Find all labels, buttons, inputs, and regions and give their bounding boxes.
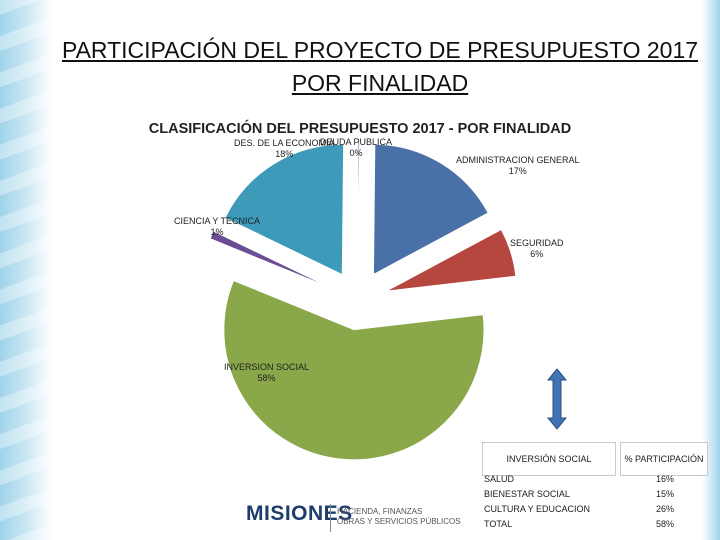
chart-title: CLASIFICACIÓN DEL PRESUPUESTO 2017 - POR… — [148, 121, 572, 137]
label-administracion-general: ADMINISTRACION GENERAL 17% — [456, 155, 580, 177]
table-cell-label: TOTAL — [484, 519, 513, 529]
table-header-inversion-social: INVERSIÓN SOCIAL — [482, 442, 616, 476]
label-seguridad-value: 6% — [530, 249, 544, 259]
label-administracion-general-value: 17% — [508, 166, 527, 176]
label-deuda-publica: DEUDA PUBLICA 0% — [320, 137, 392, 159]
label-inversion-social: INVERSION SOCIAL 58% — [224, 362, 309, 384]
label-deuda-publica-value: 0% — [349, 148, 363, 158]
misiones-logo: MISIONES — [246, 502, 353, 525]
logo-divider — [330, 504, 331, 532]
double-arrow-vertical-icon — [546, 368, 568, 430]
label-deuda-publica-name: DEUDA PUBLICA — [320, 137, 393, 147]
pie-slice-inversion-social — [223, 280, 485, 461]
label-des-de-la-economia-value: 18% — [275, 149, 294, 159]
table-cell-label: BIENESTAR SOCIAL — [484, 489, 570, 499]
slide-title-line-2: POR FINALIDAD — [291, 70, 469, 96]
pie-slice-deuda-publica — [357, 139, 360, 271]
table-row: CULTURA Y EDUCACION 26% — [484, 504, 704, 519]
table-cell-label: CULTURA Y EDUCACION — [484, 504, 591, 514]
slide-title-line-1: PARTICIPACIÓN DEL PROYECTO DE PRESUPUEST… — [61, 37, 699, 63]
logo-subtitle: HACIENDA, FINANZAS OBRAS Y SERVICIOS PÚB… — [337, 507, 461, 527]
label-inversion-social-value: 58% — [257, 373, 276, 383]
right-decoration — [702, 0, 720, 540]
pie-slice-seguridad — [386, 229, 517, 292]
label-seguridad-name: SEGURIDAD — [510, 238, 564, 248]
table-cell-label: SALUD — [484, 474, 515, 484]
label-des-de-la-economia: DES. DE LA ECONOMIA 18% — [234, 138, 335, 160]
label-administracion-general-name: ADMINISTRACION GENERAL — [456, 155, 580, 165]
table-row: TOTAL 58% — [484, 519, 704, 534]
table-row: SALUD 16% — [484, 474, 704, 489]
logo-subtitle-line-2: OBRAS Y SERVICIOS PÚBLICOS — [337, 517, 461, 526]
pie-slice-administracion-general — [373, 143, 489, 276]
table-cell-value: 26% — [655, 504, 674, 514]
inversion-social-table: INVERSIÓN SOCIAL % PARTICIPACIÓN SALUD 1… — [480, 440, 708, 540]
table-row: BIENESTAR SOCIAL 15% — [484, 489, 704, 504]
label-des-de-la-economia-name: DES. DE LA ECONOMIA — [234, 138, 335, 148]
label-inversion-social-name: INVERSION SOCIAL — [224, 362, 310, 372]
table-header-participacion: % PARTICIPACIÓN — [620, 442, 708, 476]
slide-title: PARTICIPACIÓN DEL PROYECTO DE PRESUPUEST… — [60, 34, 700, 100]
pie-slice-ciencia-y-tecnica — [209, 230, 331, 289]
table-cell-value: 58% — [655, 519, 674, 529]
pie-slice-des-de-la-economia — [224, 144, 344, 276]
label-seguridad: SEGURIDAD 6% — [510, 238, 564, 260]
label-ciencia-y-tecnica-name: CIENCIA Y TECNICA — [174, 216, 261, 226]
label-ciencia-y-tecnica: CIENCIA Y TECNICA 1% — [174, 216, 260, 238]
table-cell-value: 16% — [655, 474, 674, 484]
label-ciencia-y-tecnica-value: 1% — [210, 227, 224, 237]
logo-subtitle-line-1: HACIENDA, FINANZAS — [337, 507, 423, 516]
table-cell-value: 15% — [655, 489, 674, 499]
left-decoration — [0, 0, 52, 540]
